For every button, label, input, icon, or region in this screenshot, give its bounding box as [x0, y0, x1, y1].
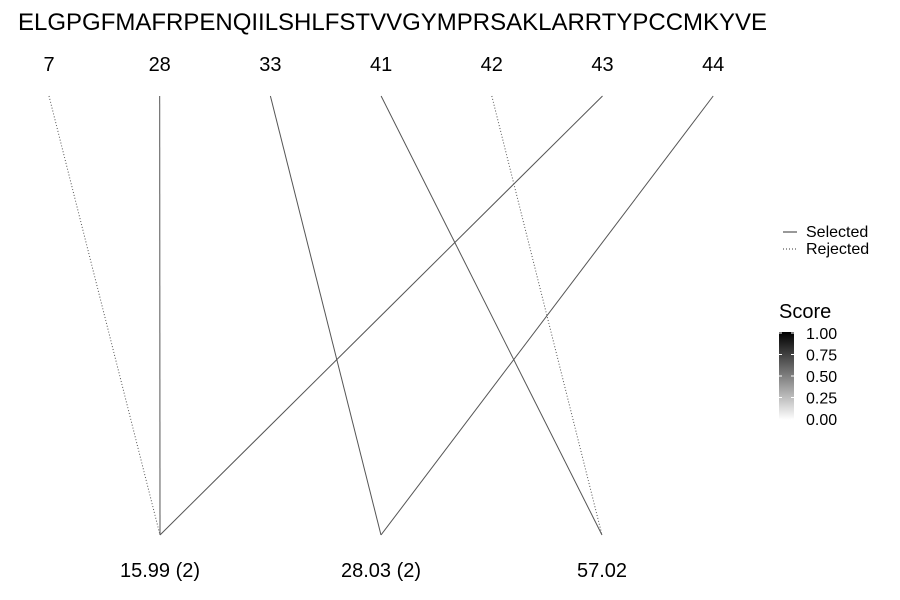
position-label-42: 42	[481, 54, 503, 76]
position-label-43: 43	[591, 54, 613, 76]
mass-labels: 15.99 (2) 28.03 (2) 57.02	[120, 560, 627, 582]
score-legend-title: Score	[779, 301, 831, 323]
position-label-41: 41	[370, 54, 392, 76]
link-44-selected	[380, 95, 714, 536]
mass-label-2: 28.03 (2)	[341, 560, 421, 582]
score-colorbar	[779, 332, 794, 420]
position-label-7: 7	[43, 54, 54, 76]
score-legend: Score 1.00 0.75 0.50 0.25 0.00	[779, 301, 837, 429]
line-type-legend: Selected Rejected	[783, 224, 869, 258]
peptide-sequence: ELGPGFMAFRPENQIILSHLFSTVVGYMPRSAKLARRTYP…	[18, 9, 767, 36]
score-tick-label: 0.00	[806, 412, 837, 429]
position-labels: 7 28 33 41 42 43 44	[43, 54, 724, 76]
mass-label-1: 15.99 (2)	[120, 560, 200, 582]
position-label-33: 33	[259, 54, 281, 76]
link-33-selected	[269, 95, 382, 536]
score-ticks: 1.00 0.75 0.50 0.25 0.00	[779, 326, 837, 429]
link-42-rejected	[491, 95, 603, 536]
score-tick-label: 1.00	[806, 326, 837, 343]
score-tick-label: 0.25	[806, 391, 837, 408]
position-label-44: 44	[702, 54, 724, 76]
legend-selected-label: Selected	[806, 224, 868, 241]
link-41-selected	[380, 95, 603, 536]
link-lines	[48, 95, 714, 536]
mass-label-3: 57.02	[577, 560, 627, 582]
score-tick-label: 0.50	[806, 369, 837, 386]
link-7-rejected	[48, 95, 161, 536]
position-label-28: 28	[149, 54, 171, 76]
legend-rejected-label: Rejected	[806, 241, 869, 258]
link-43-selected	[159, 95, 603, 536]
score-tick-label: 0.75	[806, 348, 837, 365]
